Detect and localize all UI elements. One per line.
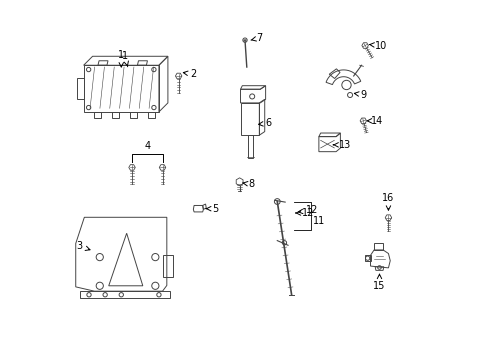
Text: 6: 6: [259, 118, 272, 128]
Text: 12: 12: [298, 206, 318, 216]
Text: 5: 5: [206, 204, 218, 214]
Text: 3: 3: [77, 241, 90, 251]
Text: 13: 13: [333, 140, 351, 150]
Text: 1: 1: [118, 50, 124, 67]
Bar: [130, 112, 137, 118]
Text: 4: 4: [145, 141, 150, 151]
Text: 1: 1: [122, 51, 128, 67]
Text: 8: 8: [243, 179, 255, 189]
Text: 15: 15: [373, 274, 386, 291]
Text: 12: 12: [296, 208, 314, 218]
Text: 9: 9: [354, 90, 367, 100]
Text: 11: 11: [313, 216, 325, 226]
Text: 10: 10: [369, 41, 387, 50]
Bar: [148, 112, 155, 118]
Bar: [95, 112, 101, 118]
Text: 2: 2: [183, 69, 197, 79]
Bar: [112, 112, 119, 118]
Text: 7: 7: [251, 33, 263, 43]
Text: 14: 14: [368, 116, 384, 126]
Text: 16: 16: [382, 193, 394, 210]
